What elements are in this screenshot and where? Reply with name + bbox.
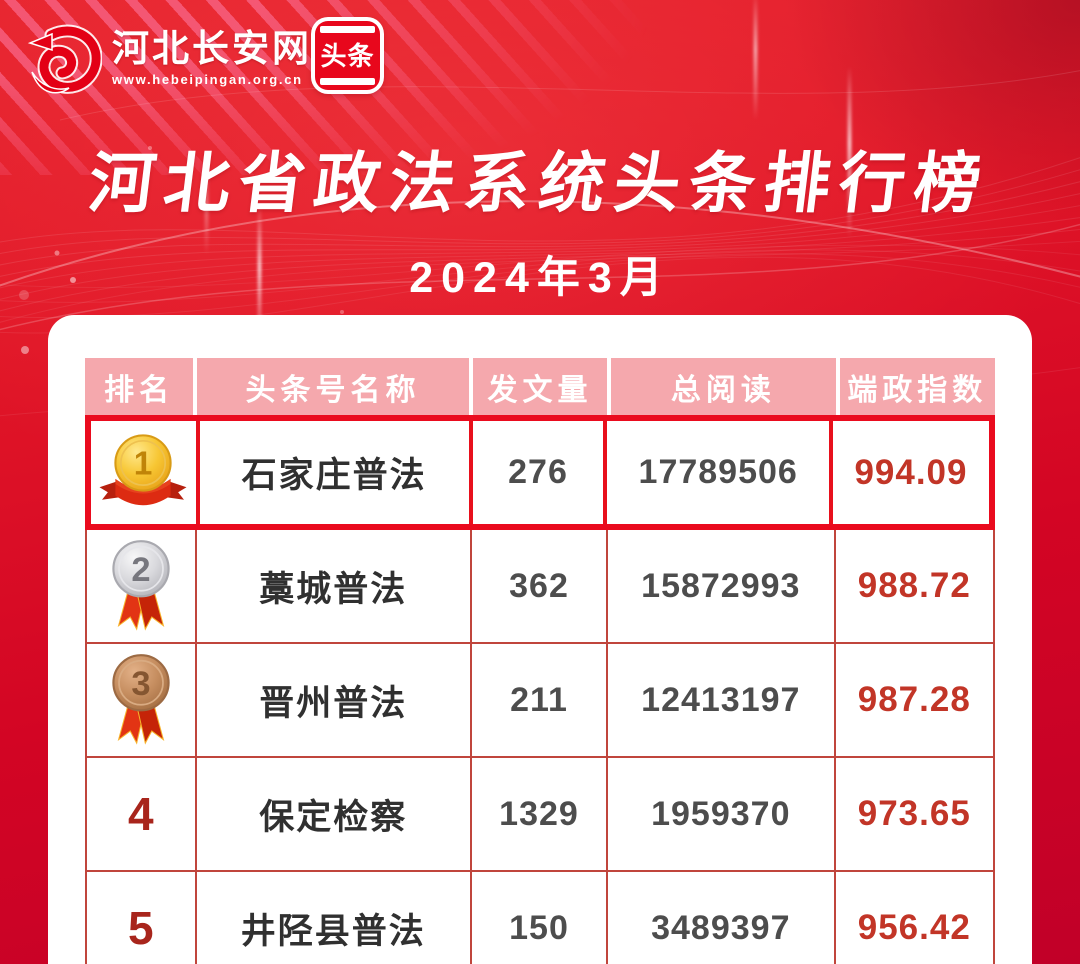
table-row-rank-1: 1 石家庄普法 276 17789506 994.09 xyxy=(85,415,995,530)
rank-cell: 5 xyxy=(87,872,197,964)
rank-cell: 2 xyxy=(87,530,197,642)
gold-medal-icon: 1 xyxy=(99,433,187,505)
column-header-reads: 总阅读 xyxy=(611,358,836,415)
rank-cell: 3 xyxy=(87,644,197,756)
light-beam-decoration xyxy=(754,0,757,120)
posts-cell: 211 xyxy=(472,644,609,756)
name-cell: 晋州普法 xyxy=(197,644,472,756)
site-brand: 河北长安网 www.hebeipingan.org.cn xyxy=(20,22,312,94)
table-row-rank-2: 2 藁城普法 362 15872993 988.72 xyxy=(87,530,993,644)
site-url: www.hebeipingan.org.cn xyxy=(112,72,303,88)
medal-rank-number: 1 xyxy=(134,445,153,482)
column-header-index: 端政指数 xyxy=(839,358,995,415)
name-cell: 保定检察 xyxy=(197,758,472,870)
rank-cell: 1 xyxy=(91,421,200,524)
site-name: 河北长安网 xyxy=(112,27,312,69)
column-header-posts: 发文量 xyxy=(472,358,608,415)
badge-label: 头条 xyxy=(320,40,375,71)
index-cell: 994.09 xyxy=(854,452,968,492)
posts-cell: 150 xyxy=(472,872,609,964)
ranking-card: 排名 头条号名称 发文量 总阅读 端政指数 xyxy=(48,315,1032,964)
column-header-rank: 排名 xyxy=(85,358,194,415)
name-cell: 井陉县普法 xyxy=(197,872,472,964)
table-row-rank-4: 4 保定检察 1329 1959370 973.65 xyxy=(87,758,993,872)
reads-cell: 12413197 xyxy=(608,644,836,756)
badge-bottom-bar xyxy=(320,78,375,85)
bronze-medal-icon: 3 xyxy=(112,654,170,745)
table-row-rank-5: 5 井陉县普法 150 3489397 956.42 xyxy=(87,872,993,964)
silver-medal-icon: 2 xyxy=(112,540,170,631)
medal-rank-number: 3 xyxy=(131,665,150,703)
page-title: 河北省政法系统头条排行榜 xyxy=(84,146,994,220)
table-body: 1 石家庄普法 276 17789506 994.09 xyxy=(85,415,995,964)
medal-rank-number: 2 xyxy=(131,551,150,589)
badge-top-bar xyxy=(320,26,375,33)
phoenix-logo-icon xyxy=(27,24,102,94)
posts-cell: 362 xyxy=(472,530,609,642)
name-cell: 藁城普法 xyxy=(197,530,472,642)
reads-cell: 3489397 xyxy=(608,872,836,964)
index-cell: 987.28 xyxy=(857,680,971,719)
reads-cell: 17789506 xyxy=(607,421,833,524)
table-row-rank-3: 3 晋州普法 211 12413197 987.28 xyxy=(87,644,993,758)
table-header-row: 排名 头条号名称 发文量 总阅读 端政指数 xyxy=(85,358,995,415)
posts-cell: 276 xyxy=(473,421,608,524)
toutiao-app-icon: 头条 xyxy=(311,17,384,94)
posts-cell: 1329 xyxy=(472,758,609,870)
reads-cell: 1959370 xyxy=(608,758,836,870)
name-cell: 石家庄普法 xyxy=(200,421,473,524)
ranking-table: 排名 头条号名称 发文量 总阅读 端政指数 xyxy=(85,358,995,964)
column-header-name: 头条号名称 xyxy=(197,358,469,415)
index-cell: 973.65 xyxy=(857,794,971,833)
index-cell: 988.72 xyxy=(857,566,971,605)
rank-cell: 4 xyxy=(87,758,197,870)
index-cell: 956.42 xyxy=(857,908,971,947)
reads-cell: 15872993 xyxy=(608,530,836,642)
page-subtitle: 2024年3月 xyxy=(409,254,671,302)
